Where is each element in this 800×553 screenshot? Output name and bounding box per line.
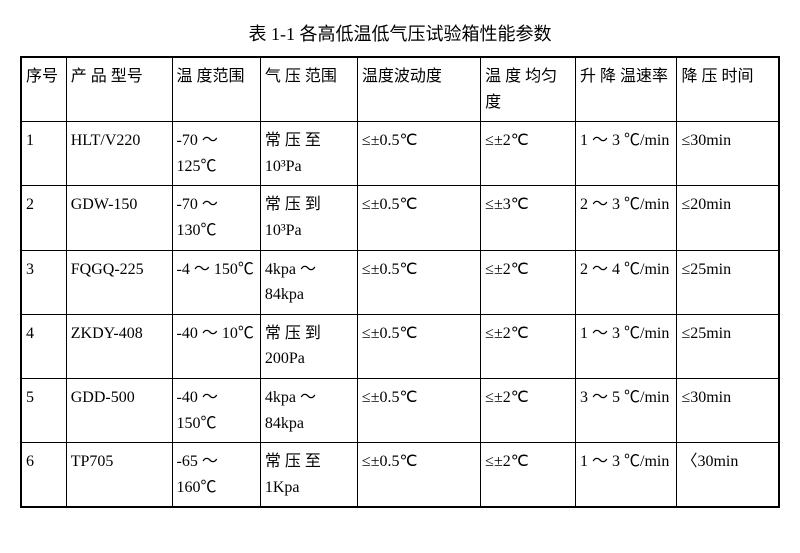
cell-temp-range: -4 ～ 150℃	[172, 250, 260, 314]
cell-pressure-range: 常 压 到 200Pa	[260, 314, 357, 378]
cell-seq: 2	[21, 186, 66, 250]
cell-heat-cool-rate: 1 ～ 3 ℃/min	[576, 314, 677, 378]
table-row: 1 HLT/V220 -70 ～ 125℃ 常 压 至 10³Pa ≤±0.5℃…	[21, 122, 779, 186]
table-row: 6 TP705 -65 ～ 160℃ 常 压 至 1Kpa ≤±0.5℃ ≤±2…	[21, 443, 779, 508]
header-temp-range: 温 度范围	[172, 57, 260, 122]
cell-temp-uniformity: ≤±2℃	[481, 250, 576, 314]
cell-pressure-range: 4kpa ～ 84kpa	[260, 378, 357, 442]
cell-model: TP705	[66, 443, 172, 508]
cell-temp-fluctuation: ≤±0.5℃	[357, 186, 480, 250]
cell-heat-cool-rate: 1 ～ 3 ℃/min	[576, 443, 677, 508]
header-model: 产 品 型号	[66, 57, 172, 122]
cell-temp-range: -40 ～ 10℃	[172, 314, 260, 378]
cell-seq: 5	[21, 378, 66, 442]
cell-temp-fluctuation: ≤±0.5℃	[357, 314, 480, 378]
header-heat-cool-rate: 升 降 温速率	[576, 57, 677, 122]
cell-pressure-range: 常 压 至 1Kpa	[260, 443, 357, 508]
cell-heat-cool-rate: 1 ～ 3 ℃/min	[576, 122, 677, 186]
cell-model: GDW-150	[66, 186, 172, 250]
cell-temp-uniformity: ≤±2℃	[481, 314, 576, 378]
cell-depress-time: ≤20min	[677, 186, 779, 250]
table-title: 表 1-1 各高低温低气压试验箱性能参数	[20, 20, 780, 46]
cell-temp-uniformity: ≤±2℃	[481, 378, 576, 442]
table-row: 4 ZKDY-408 -40 ～ 10℃ 常 压 到 200Pa ≤±0.5℃ …	[21, 314, 779, 378]
table-header-row: 序号 产 品 型号 温 度范围 气 压 范围 温度波动度 温 度 均匀度 升 降…	[21, 57, 779, 122]
header-pressure-range: 气 压 范围	[260, 57, 357, 122]
cell-depress-time: ≤25min	[677, 314, 779, 378]
cell-temp-fluctuation: ≤±0.5℃	[357, 443, 480, 508]
cell-pressure-range: 4kpa ～ 84kpa	[260, 250, 357, 314]
table-row: 3 FQGQ-225 -4 ～ 150℃ 4kpa ～ 84kpa ≤±0.5℃…	[21, 250, 779, 314]
cell-temp-uniformity: ≤±3℃	[481, 186, 576, 250]
cell-pressure-range: 常 压 至 10³Pa	[260, 122, 357, 186]
cell-depress-time: ≤25min	[677, 250, 779, 314]
cell-pressure-range: 常 压 到 10³Pa	[260, 186, 357, 250]
header-temp-fluctuation: 温度波动度	[357, 57, 480, 122]
cell-temp-range: -40 ～ 150℃	[172, 378, 260, 442]
cell-seq: 4	[21, 314, 66, 378]
cell-temp-range: -70 ～ 125℃	[172, 122, 260, 186]
table-row: 5 GDD-500 -40 ～ 150℃ 4kpa ～ 84kpa ≤±0.5℃…	[21, 378, 779, 442]
cell-temp-range: -65 ～ 160℃	[172, 443, 260, 508]
cell-depress-time: ≤30min	[677, 122, 779, 186]
cell-temp-uniformity: ≤±2℃	[481, 443, 576, 508]
header-depress-time: 降 压 时间	[677, 57, 779, 122]
table-row: 2 GDW-150 -70 ～ 130℃ 常 压 到 10³Pa ≤±0.5℃ …	[21, 186, 779, 250]
cell-temp-fluctuation: ≤±0.5℃	[357, 250, 480, 314]
cell-heat-cool-rate: 2 ～ 4 ℃/min	[576, 250, 677, 314]
cell-temp-uniformity: ≤±2℃	[481, 122, 576, 186]
cell-model: ZKDY-408	[66, 314, 172, 378]
cell-temp-fluctuation: ≤±0.5℃	[357, 378, 480, 442]
header-temp-uniformity: 温 度 均匀度	[481, 57, 576, 122]
performance-table: 序号 产 品 型号 温 度范围 气 压 范围 温度波动度 温 度 均匀度 升 降…	[20, 56, 780, 508]
cell-model: HLT/V220	[66, 122, 172, 186]
cell-temp-fluctuation: ≤±0.5℃	[357, 122, 480, 186]
header-seq: 序号	[21, 57, 66, 122]
cell-temp-range: -70 ～ 130℃	[172, 186, 260, 250]
cell-depress-time: ≤30min	[677, 378, 779, 442]
cell-heat-cool-rate: 2 ～ 3 ℃/min	[576, 186, 677, 250]
cell-heat-cool-rate: 3 ～ 5 ℃/min	[576, 378, 677, 442]
cell-seq: 3	[21, 250, 66, 314]
cell-model: FQGQ-225	[66, 250, 172, 314]
table-body: 1 HLT/V220 -70 ～ 125℃ 常 压 至 10³Pa ≤±0.5℃…	[21, 122, 779, 508]
cell-model: GDD-500	[66, 378, 172, 442]
cell-seq: 1	[21, 122, 66, 186]
table-container: 表 1-1 各高低温低气压试验箱性能参数 序号 产 品 型号 温 度范围 气 压…	[20, 20, 780, 508]
cell-seq: 6	[21, 443, 66, 508]
cell-depress-time: 〈30min	[677, 443, 779, 508]
